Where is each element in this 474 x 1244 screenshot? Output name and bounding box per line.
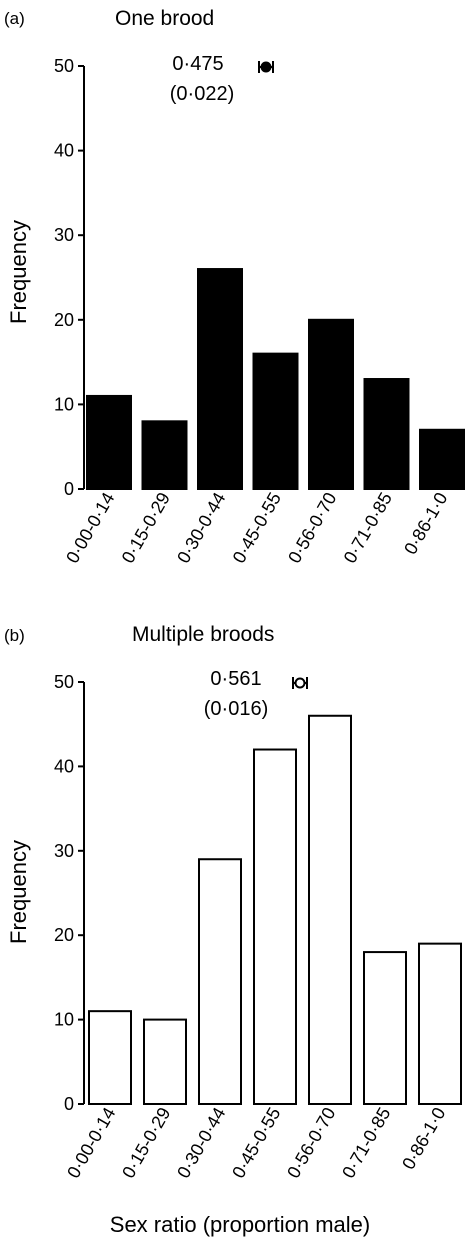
panel-a-bar (197, 268, 243, 491)
panel-a-bar (86, 394, 132, 490)
panel-a-mean-text: 0·475 (172, 53, 223, 75)
panel-b-y-tick-label: 50 (54, 672, 74, 692)
panel-a-mean-marker (260, 61, 272, 73)
panel-a-category-label: 0·00-0·14 (62, 489, 118, 567)
panel-b-y-tick-label: 40 (54, 756, 74, 776)
panel-a-y-tick-label: 50 (54, 56, 74, 76)
panel-b-category-label: 0·30-0·44 (173, 1104, 229, 1182)
panel-b-category-label: 0·00-0·14 (63, 1104, 119, 1182)
panel-b-bar (308, 714, 352, 1105)
panel-a-y-tick-label: 20 (54, 310, 74, 330)
panel-b-mean-text: 0·561 (210, 668, 261, 690)
x-axis-label: Sex ratio (proportion male) (110, 1212, 370, 1237)
panel-a-bar (308, 318, 354, 490)
panel-b-y-axis-label: Frequency (6, 840, 31, 944)
panel-b-letter: (b) (4, 626, 25, 645)
panel-b-y-tick-label: 10 (54, 1010, 74, 1030)
panel-b-y-tick-label: 0 (64, 1094, 74, 1114)
panel-b-bar (418, 942, 462, 1106)
panel-a-title: One brood (115, 7, 214, 30)
panel-a-bar (252, 352, 299, 491)
panel-a-category-label: 0·45-0·55 (229, 489, 285, 567)
panel-b-category-label: 0·15-0·29 (118, 1104, 174, 1182)
panel-a-category-label: 0·86-1·0 (400, 489, 451, 558)
panel-b-category-label: 0·45-0·55 (228, 1104, 284, 1182)
panel-b-category-label: 0·71-0·85 (338, 1104, 394, 1182)
panel-a-bar (419, 428, 465, 490)
panel-a-bar (141, 420, 188, 491)
panel-a-y-tick-label: 10 (54, 394, 74, 414)
panel-a-category-label: 0·56-0·70 (284, 489, 340, 567)
panel-b-bar (253, 748, 297, 1106)
panel-b-bar (88, 1010, 132, 1105)
panel-a-y-axis-label: Frequency (6, 220, 31, 324)
panel-a-category-label: 0·30-0·44 (173, 489, 229, 567)
panel-a-letter: (a) (4, 9, 25, 28)
panel-b-y-tick-label: 20 (54, 925, 74, 945)
panel-a-se-text: (0·022) (170, 83, 234, 105)
panel-b-bar (198, 858, 242, 1105)
panel-a-category-label: 0·71-0·85 (340, 489, 396, 567)
panel-b-mean-marker (294, 677, 306, 689)
panel-b-y-tick-label: 30 (54, 841, 74, 861)
panel-a-category-label: 0·15-0·29 (118, 489, 174, 567)
panel-a-y-tick-label: 40 (54, 141, 74, 161)
panel-a-y-tick-label: 30 (54, 225, 74, 245)
panel-a-y-tick-label: 0 (64, 479, 74, 499)
panel-b-category-label: 0·56-0·70 (283, 1104, 339, 1182)
panel-a-bar (363, 378, 410, 490)
panel-b-category-label: 0·86-1·0 (398, 1104, 449, 1173)
panel-b-se-text: (0·016) (204, 698, 268, 720)
panel-b-bar (143, 1018, 187, 1105)
panel-b-title: Multiple broods (132, 623, 274, 646)
panel-b-bar (363, 951, 407, 1106)
